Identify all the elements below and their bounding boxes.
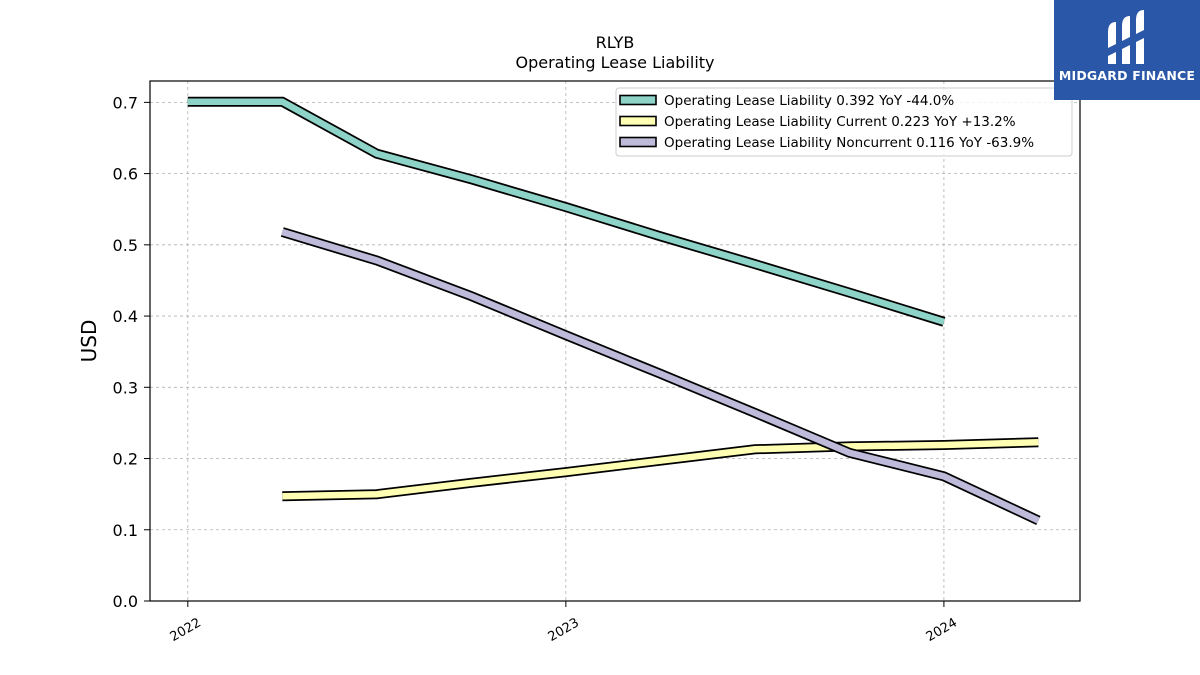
y-tick-label: 0.4 [113, 307, 138, 326]
y-tick-label: 0.2 [113, 450, 138, 469]
legend-entry-label: Operating Lease Liability Current 0.223 … [664, 114, 1016, 130]
logo-text: MIDGARD FINANCE [1058, 68, 1196, 83]
y-axis-label: USD [77, 320, 101, 363]
y-tick-label: 0.0 [113, 592, 138, 611]
y-tick-label: 0.5 [113, 236, 138, 255]
legend-swatch [619, 115, 657, 127]
legend-entry-label: Operating Lease Liability Noncurrent 0.1… [664, 135, 1034, 151]
legend: Operating Lease Liability 0.392 YoY -44.… [615, 87, 1073, 157]
x-axis: 2022 2023 2024 [168, 601, 960, 645]
legend-swatch [619, 136, 657, 148]
y-axis: 0.0 0.1 0.2 0.3 0.4 0.5 0.6 0.7 [113, 93, 150, 611]
series-line-1 [187, 98, 945, 325]
series-line-3 [281, 228, 1040, 524]
y-tick-label: 0.7 [113, 93, 138, 112]
y-tick-label: 0.3 [113, 378, 138, 397]
chart-title: RLYB [596, 33, 635, 52]
x-tick-label: 2022 [168, 615, 204, 645]
x-tick-label: 2024 [924, 615, 960, 645]
y-tick-label: 0.1 [113, 521, 138, 540]
legend-frame [615, 87, 1073, 157]
y-tick-label: 0.6 [113, 165, 138, 184]
chart-subtitle: Operating Lease Liability [515, 53, 714, 72]
x-tick-label: 2023 [546, 615, 582, 645]
series-lines [187, 96, 1041, 526]
legend-swatch [619, 94, 657, 106]
plot-area-frame [149, 80, 1081, 602]
logo-mark-icon [1108, 10, 1144, 64]
brand-logo: MIDGARD FINANCE [1054, 0, 1200, 100]
legend-entry-label: Operating Lease Liability 0.392 YoY -44.… [664, 93, 954, 109]
grid [150, 81, 1080, 602]
series-line-2 [282, 438, 1039, 500]
